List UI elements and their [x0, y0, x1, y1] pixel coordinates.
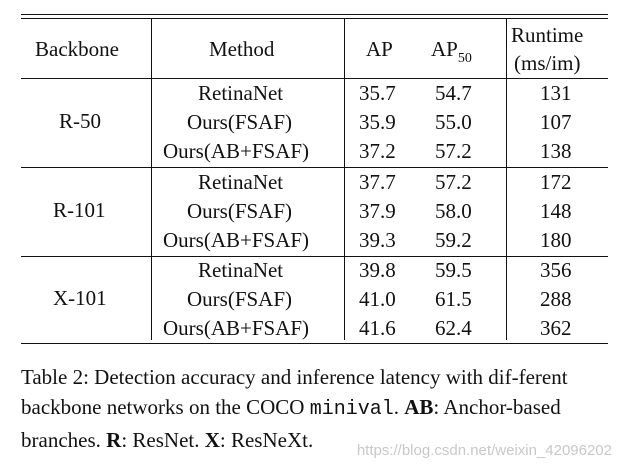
method-cell: Ours(FSAF)	[187, 287, 293, 311]
method-cell: Ours(FSAF)	[187, 199, 293, 223]
vline-backbone	[151, 18, 152, 340]
caption-mono-term: minival	[309, 398, 394, 421]
ap-cell: 41.0	[359, 287, 396, 311]
header-ap50: AP50	[431, 37, 472, 66]
header-backbone: Backbone	[35, 37, 119, 61]
header-runtime-unit: (ms/im)	[514, 51, 581, 75]
group-rule-1	[21, 167, 608, 168]
runtime-cell: 131	[540, 81, 572, 105]
header-method: Method	[209, 37, 275, 61]
runtime-cell: 148	[540, 199, 572, 223]
runtime-cell: 138	[540, 139, 572, 163]
top-rule-2	[21, 18, 608, 19]
ap50-cell: 55.0	[435, 110, 472, 134]
caption-text: .	[393, 395, 405, 419]
runtime-cell: 362	[540, 316, 572, 340]
method-cell: Ours(AB+FSAF)	[163, 316, 310, 340]
runtime-cell: 180	[540, 228, 572, 252]
ap50-cell: 58.0	[435, 199, 472, 223]
backbone-r101: R-101	[53, 198, 106, 222]
header-ap: AP	[366, 37, 393, 61]
header-rule	[21, 78, 608, 79]
ap-cell: 37.2	[359, 139, 396, 163]
ap50-cell: 62.4	[435, 316, 472, 340]
caption-bold-x: X	[204, 428, 220, 452]
vline-ap50	[506, 18, 507, 340]
vline-method	[344, 18, 345, 340]
group-rule-2	[21, 256, 608, 257]
ap50-cell: 59.2	[435, 228, 472, 252]
runtime-cell: 288	[540, 287, 572, 311]
caption-text: : ResNeXt.	[219, 428, 314, 452]
method-cell: RetinaNet	[198, 81, 284, 105]
runtime-cell: 356	[540, 258, 572, 282]
top-rule	[21, 14, 608, 15]
runtime-cell: 172	[540, 170, 572, 194]
caption-text: : ResNet.	[121, 428, 205, 452]
method-cell: Ours(AB+FSAF)	[163, 139, 310, 163]
ap-cell: 37.7	[359, 170, 396, 194]
ap50-cell: 59.5	[435, 258, 472, 282]
bottom-rule	[21, 343, 608, 344]
ap50-cell: 54.7	[435, 81, 472, 105]
backbone-x101: X-101	[53, 286, 107, 310]
watermark: https://blog.csdn.net/weixin_42096202	[356, 442, 612, 459]
header-runtime: Runtime	[511, 23, 584, 47]
ap-cell: 41.6	[359, 316, 396, 340]
caption-bold-r: R	[106, 428, 122, 452]
ap50-cell: 61.5	[435, 287, 472, 311]
ap-cell: 37.9	[359, 199, 396, 223]
ap-cell: 35.9	[359, 110, 396, 134]
method-cell: Ours(AB+FSAF)	[163, 228, 310, 252]
caption-text: : Anchor-based branches.	[21, 395, 561, 452]
method-cell: Ours(FSAF)	[187, 110, 293, 134]
ap-cell: 39.3	[359, 228, 396, 252]
ap50-cell: 57.2	[435, 170, 472, 194]
ap50-cell: 57.2	[435, 139, 472, 163]
runtime-cell: 107	[540, 110, 572, 134]
caption-bold-ab: AB	[404, 395, 434, 419]
method-cell: RetinaNet	[198, 258, 284, 282]
table-caption: Table 2: Detection accuracy and inferenc…	[21, 362, 611, 455]
backbone-r50: R-50	[59, 109, 101, 133]
ap-cell: 35.7	[359, 81, 396, 105]
method-cell: RetinaNet	[198, 170, 284, 194]
caption-text: Table 2: Detection accuracy and inferenc…	[21, 365, 568, 419]
ap-cell: 39.8	[359, 258, 396, 282]
